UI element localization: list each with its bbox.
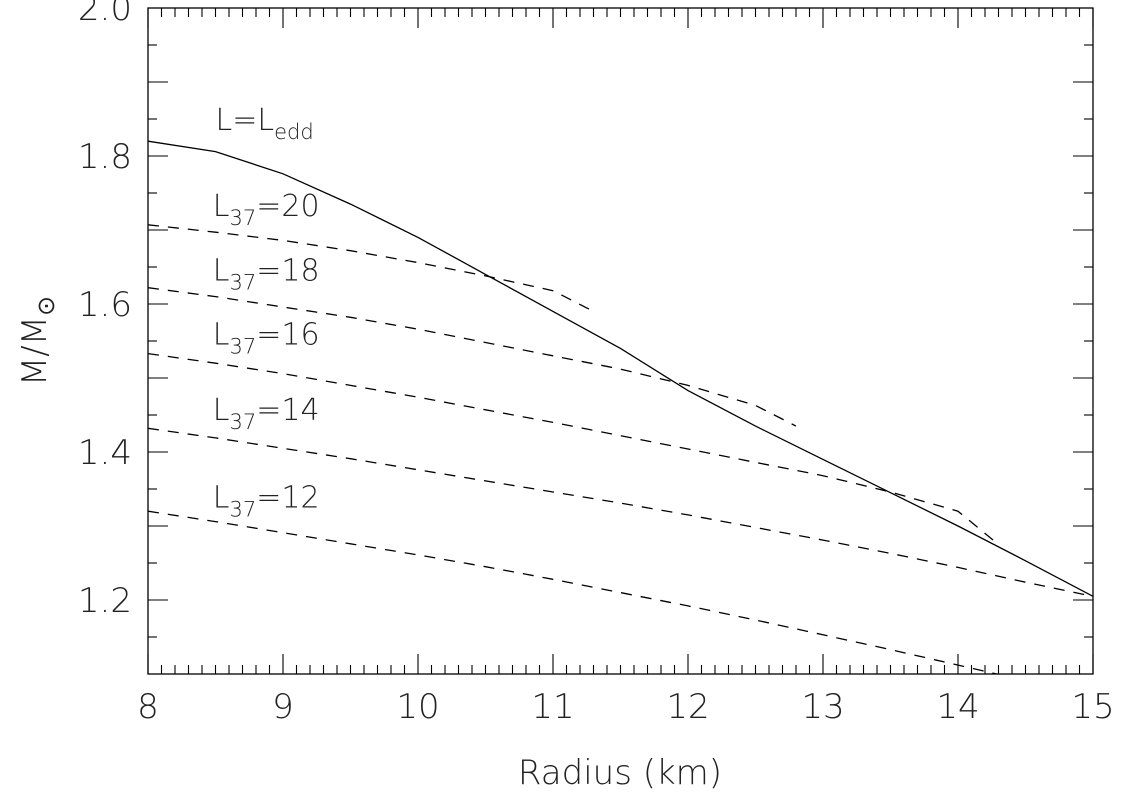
y-tick-label: 1.2: [78, 581, 132, 621]
series-label-base: L=L: [216, 103, 275, 138]
y-axis-label: M/M⊙: [15, 296, 60, 386]
series-label: L37=16: [213, 318, 320, 359]
series-label-sub: 37: [230, 410, 257, 434]
series-label: L37=12: [213, 481, 320, 522]
series-label-value: =20: [256, 189, 319, 224]
luminosity-curve-2: [148, 287, 797, 427]
y-tick-label: 2.0: [78, 0, 132, 29]
series-label-base: L: [213, 318, 230, 353]
series-label-sub: 37: [230, 498, 257, 522]
sun-symbol: ⊙: [32, 296, 60, 316]
y-axis-label-text: M/M: [15, 316, 55, 386]
series-group: [148, 140, 1093, 674]
series-label-base: L: [213, 189, 230, 224]
x-axis-label: Radius (km): [518, 753, 722, 793]
series-label-sub: 37: [230, 206, 257, 230]
y-tick-label: 1.6: [78, 285, 132, 325]
x-tick-label: 12: [666, 687, 709, 727]
luminosity-curve-3: [148, 352, 999, 546]
series-label-base: L: [213, 481, 230, 516]
series-label: L37=20: [213, 189, 320, 230]
luminosity-curve-5: [148, 510, 1000, 674]
y-tick-labels: 1.2 1.4 1.6 1.8 2.0: [78, 0, 132, 621]
series-label-value: =18: [256, 253, 319, 288]
series-label-sub: 37: [230, 335, 257, 359]
x-tick-label: 10: [396, 687, 439, 727]
y-tick-label: 1.8: [78, 137, 132, 177]
x-tick-label: 8: [137, 687, 159, 727]
series-label: L37=14: [213, 393, 320, 434]
series-label-value: =14: [256, 393, 319, 428]
axis-ticks: [147, 7, 1094, 675]
x-tick-labels: 8 9 10 11 12 13 14 15: [137, 687, 1114, 727]
series-label-base: L: [213, 393, 230, 428]
series-label: L37=18: [213, 253, 320, 294]
series-label-sub: edd: [274, 120, 314, 144]
series-label-base: L: [213, 253, 230, 288]
x-tick-label: 15: [1071, 687, 1114, 727]
series-label: L=Ledd: [216, 103, 314, 144]
series-label-value: =16: [256, 318, 319, 353]
y-tick-label: 1.4: [78, 433, 132, 473]
series-label-sub: 37: [230, 270, 257, 294]
x-tick-label: 11: [531, 687, 574, 727]
series-label-value: =12: [256, 481, 319, 516]
x-tick-label: 9: [272, 687, 294, 727]
eddington-curve: [148, 140, 1093, 597]
x-tick-label: 14: [936, 687, 979, 727]
x-tick-label: 13: [801, 687, 844, 727]
